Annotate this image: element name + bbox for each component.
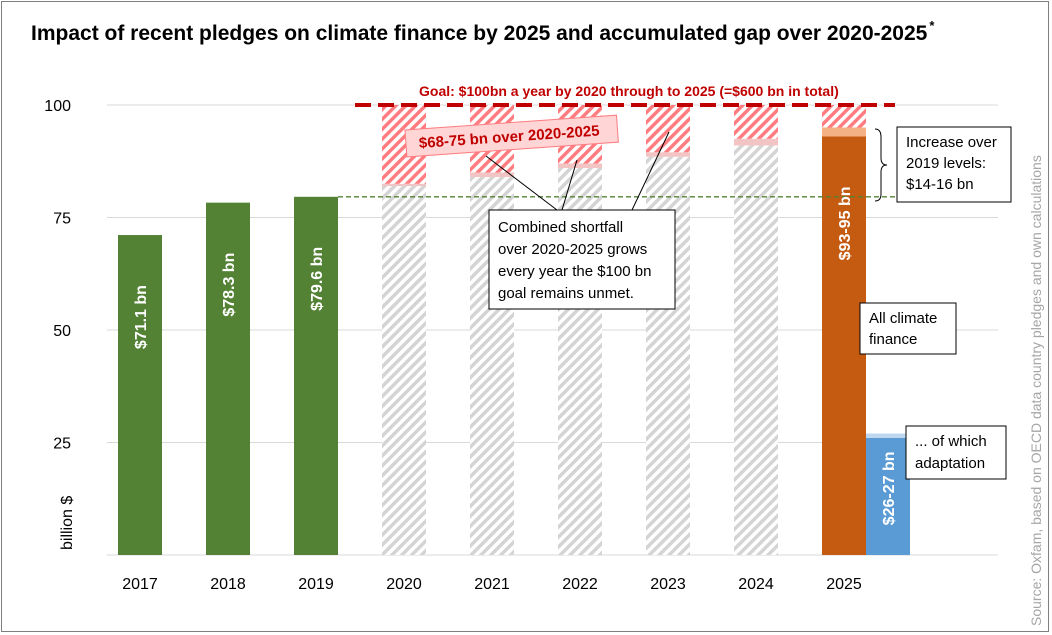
bar-labels: $71.1 bn $78.3 bn $79.6 bn $93-95 bn $26-27 … [133, 187, 898, 526]
projected-bar [734, 145, 778, 555]
x-tick-label: 2024 [738, 576, 774, 593]
y-tick-label: 100 [44, 98, 71, 115]
adaptation-value-label: $26-27 bn [881, 452, 898, 526]
adaptation-box: ... of which adaptation [905, 425, 1007, 480]
increase-line-3: $14-16 bn [906, 176, 974, 193]
reference-lines [338, 103, 895, 198]
bar-value-label: $71.1 bn [133, 285, 150, 349]
all-finance-line-2: finance [869, 331, 917, 348]
callout-line [561, 159, 578, 211]
y-tick-label: 25 [53, 436, 71, 453]
y-axis-label: billion $ [59, 496, 76, 550]
finance-bar [294, 196, 338, 556]
shortfall-line-3: every year the $100 bn [498, 263, 651, 280]
increase-line-1: Increase over [906, 134, 997, 151]
y-tick-label: 75 [53, 211, 71, 228]
chart-title: Impact of recent pledges on climate fina… [31, 22, 928, 45]
x-tick-label: 2017 [122, 576, 158, 593]
x-tick-label: 2020 [386, 576, 422, 593]
bar-value-label: $78.3 bn [221, 253, 238, 317]
bar-value-label: $79.6 bn [309, 247, 326, 311]
adaptation-line-2: adaptation [915, 455, 985, 472]
finance-bar [118, 235, 162, 556]
gridlines: 25 50 75 100 2017 2018 2019 2020 2021 2022 2023 202… [44, 98, 998, 593]
adaptation-range [866, 433, 910, 438]
callout-lines [485, 131, 670, 211]
goal-label: Goal: $100bn a year by 2020 through to 2… [419, 83, 839, 99]
uncertainty-band [646, 152, 690, 157]
increase-line-2: 2019 levels: [906, 155, 986, 172]
increase-box: Increase over 2019 levels: $14-16 bn [896, 126, 1012, 203]
shortfall-bar [822, 105, 866, 128]
shortfall-bar [646, 105, 690, 153]
y-tick-label: 50 [53, 323, 71, 340]
callout-line [485, 155, 558, 211]
adaptation-line-1: ... of which [915, 433, 987, 450]
x-tick-label: 2018 [210, 576, 246, 593]
uncertainty-band [470, 172, 514, 177]
adaptation-bar [866, 438, 910, 555]
all-finance-line-1: All climate [869, 310, 937, 327]
x-tick-label: 2021 [474, 576, 510, 593]
shortfall-line-2: over 2020-2025 grows [498, 241, 647, 258]
x-tick-label: 2022 [562, 576, 598, 593]
projected-bar [382, 186, 426, 555]
uncertainty-band [734, 138, 778, 146]
callout-line [631, 131, 670, 211]
increase-brace [874, 128, 888, 202]
shortfall-box: Combined shortfall over 2020-2025 grows … [488, 209, 676, 310]
finance-range [822, 127, 866, 137]
uncertainty-band [382, 183, 426, 186]
chart-title-asterisk: * [929, 18, 935, 33]
finance-bar [206, 202, 250, 555]
x-tick-label: 2019 [298, 576, 334, 593]
shortfall-bar [734, 105, 778, 139]
x-tick-label: 2023 [650, 576, 686, 593]
all-finance-box: All climate finance [859, 302, 957, 355]
uncertainty-band [558, 163, 602, 168]
finance-bar [822, 136, 866, 555]
bar-value-label: $93-95 bn [837, 187, 854, 261]
x-tick-label: 2025 [826, 576, 862, 593]
shortfall-line-1: Combined shortfall [498, 219, 623, 236]
source-note: Source: Oxfam, based on OECD data countr… [1028, 155, 1044, 626]
shortfall-line-4: goal remains unmet. [498, 285, 634, 302]
